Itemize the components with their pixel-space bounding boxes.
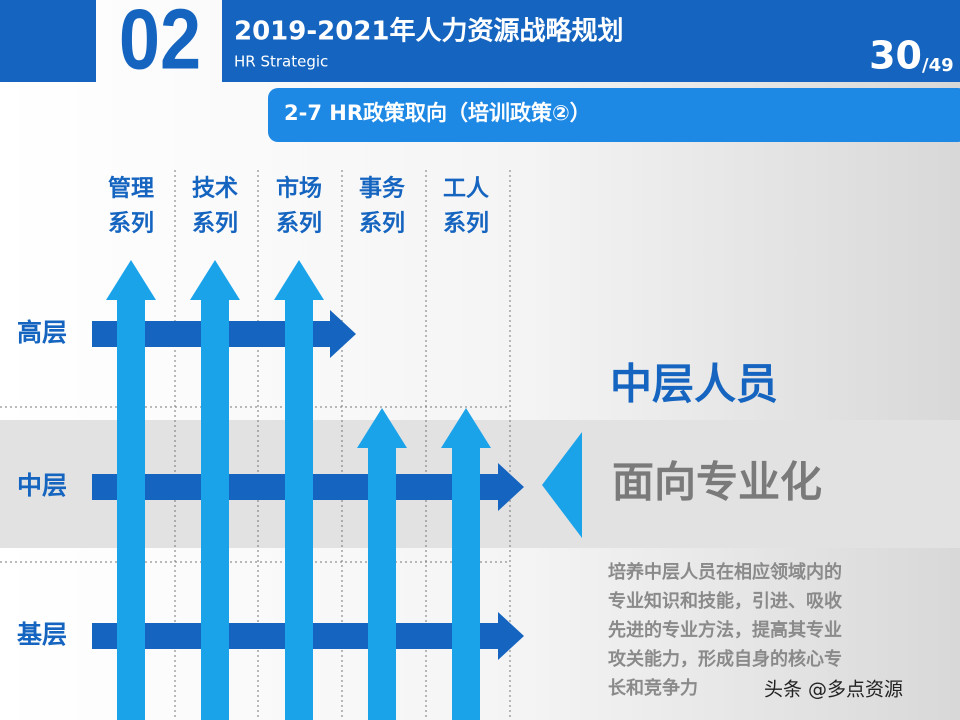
vertical-arrows <box>106 260 491 720</box>
description-line: 长和竞争力 <box>608 677 698 699</box>
pointer <box>542 432 582 538</box>
row-label: 高层 <box>17 318 67 347</box>
header-bar <box>222 0 960 82</box>
column-label: 工人 <box>443 176 490 202</box>
arrow <box>190 260 240 720</box>
section-title: 2-7 HR政策取向（培训政策②） <box>284 101 591 125</box>
highlight-title: 中层人员 <box>610 360 778 409</box>
arrow <box>274 260 324 720</box>
column-label: 管理 <box>108 175 154 202</box>
column-label: 系列 <box>192 211 238 237</box>
section-bar <box>268 88 960 142</box>
header-subtitle: HR Strategic <box>234 53 328 71</box>
grid-lines <box>0 170 511 720</box>
row-label: 基层 <box>17 620 67 649</box>
description-line: 培养中层人员在相应领域内的 <box>608 561 842 583</box>
column-label: 事务 <box>359 176 406 202</box>
watermark: 头条 @多点资源 <box>764 679 903 701</box>
header-number: 02 <box>119 0 201 87</box>
column-label: 系列 <box>276 211 322 237</box>
arrow <box>106 260 156 720</box>
header-title: 2019-2021年人力资源战略规划 <box>234 16 624 47</box>
page-number: 30 <box>869 34 922 78</box>
column-label: 系列 <box>359 211 405 237</box>
column-label: 技术 <box>192 176 238 202</box>
column-label: 市场 <box>276 175 322 202</box>
description-line: 专业知识和技能，引进、吸收 <box>608 590 842 612</box>
corner-block <box>0 0 96 82</box>
description-line: 攻关能力，形成自身的核心专 <box>608 648 842 670</box>
column-label: 系列 <box>108 211 154 237</box>
highlight-subtitle: 面向专业化 <box>612 458 822 507</box>
column-label: 系列 <box>443 211 489 237</box>
row-label: 中层 <box>17 471 67 500</box>
description-line: 先进的专业方法，提高其专业 <box>608 619 842 641</box>
arrow <box>357 408 407 720</box>
page-total: /49 <box>922 55 954 76</box>
arrow <box>441 408 491 720</box>
